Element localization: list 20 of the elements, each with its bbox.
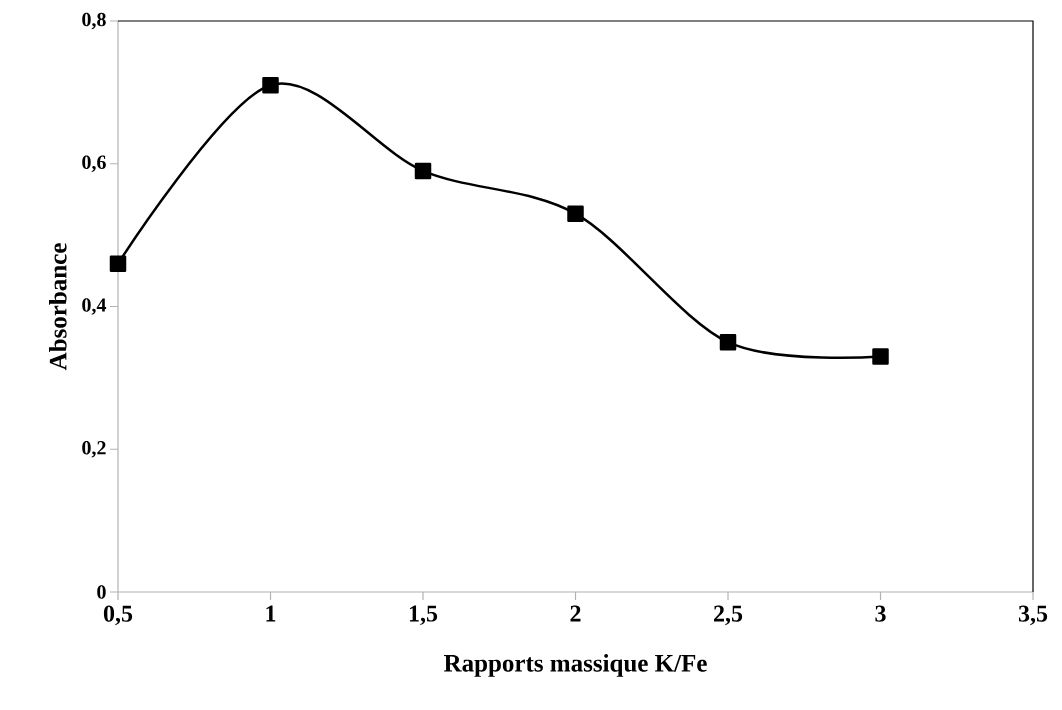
- point: [567, 205, 584, 222]
- y-tick-label: 0,8: [82, 12, 106, 30]
- x-tick-label: 0,5: [103, 605, 133, 626]
- point: [262, 76, 279, 94]
- point: [109, 255, 127, 272]
- x-tick-label: 2,5: [714, 605, 743, 626]
- y-tick-label: 0: [97, 585, 106, 599]
- x-tick-label: 1,5: [409, 605, 438, 626]
- y-tick-label: 0,6: [82, 155, 106, 172]
- x-axis-title: Rapports massique K/Fe: [443, 654, 707, 677]
- point: [872, 348, 889, 365]
- y-tick-label: 0,2: [82, 441, 106, 458]
- x-tick-label: 3: [875, 605, 886, 622]
- x-tick-label: 2: [570, 605, 581, 622]
- x-tick-label: 3,5: [1018, 605, 1048, 626]
- y-tick-label: 0,4: [82, 298, 107, 315]
- x-tick-label: 1: [266, 605, 276, 622]
- point: [719, 333, 737, 351]
- point: [414, 162, 432, 180]
- y-axis-title: Absorbance: [49, 243, 67, 371]
